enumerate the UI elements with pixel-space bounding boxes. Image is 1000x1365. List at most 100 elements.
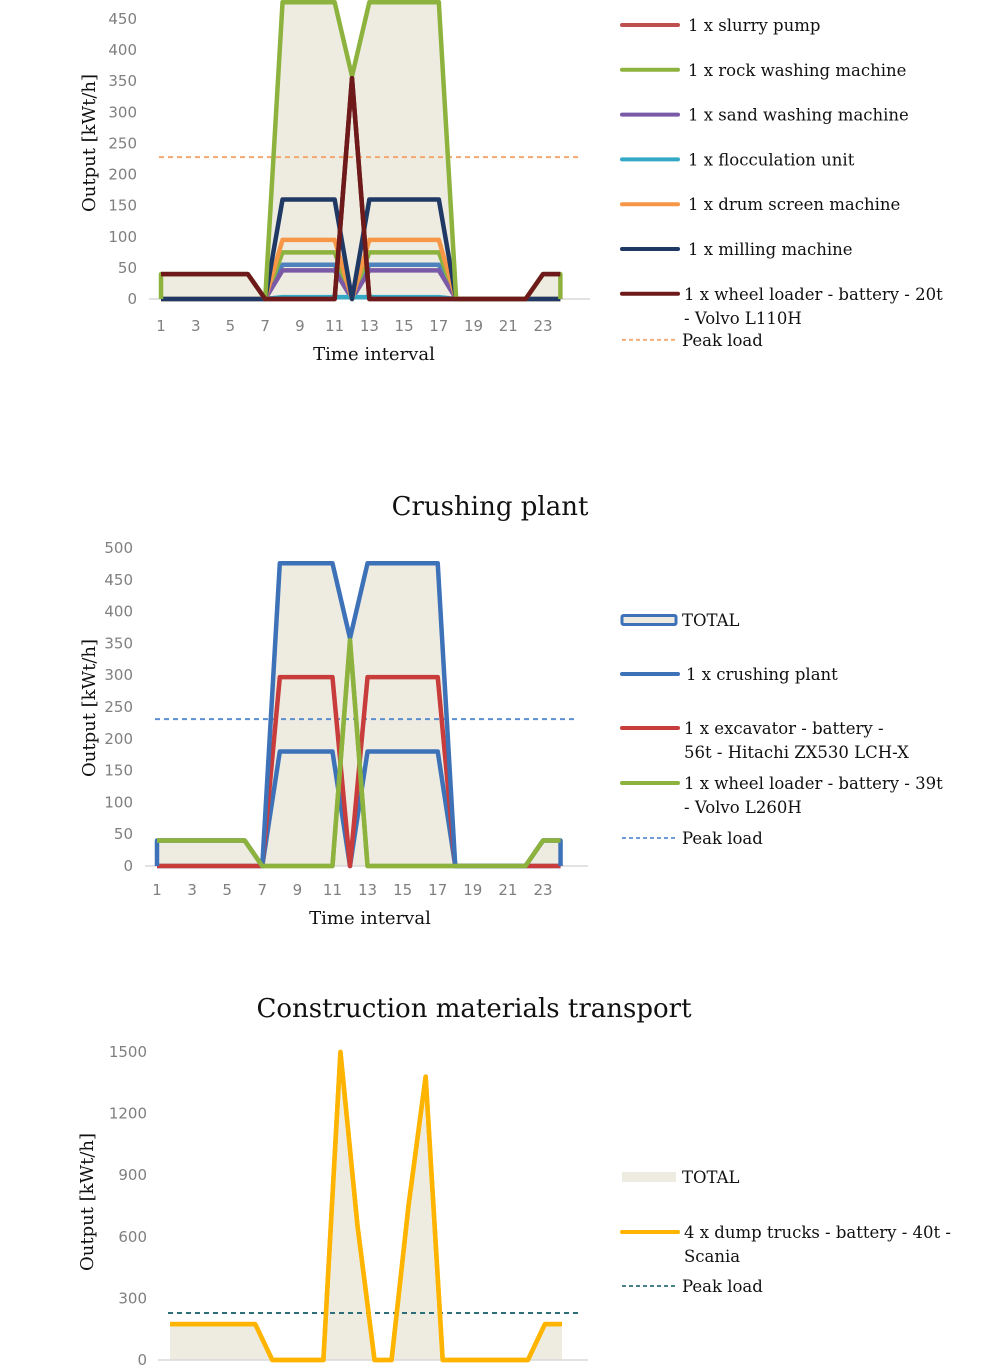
y-tick-label: 900 bbox=[118, 1166, 147, 1184]
chart-title: Construction materials transport bbox=[256, 994, 692, 1024]
legend-item: 1 x excavator - battery - 56t - Hitachi Z… bbox=[620, 719, 909, 762]
legend-item: 1 x wheel loader - battery - 20t - Volvo … bbox=[620, 285, 943, 328]
legend-label: 1 x excavator - battery - bbox=[684, 719, 884, 738]
y-tick-label: 300 bbox=[118, 1289, 147, 1307]
x-tick-label: 11 bbox=[323, 881, 342, 899]
y-tick-label: 250 bbox=[104, 698, 133, 716]
x-tick-label: 7 bbox=[260, 317, 270, 335]
x-tick-label: 11 bbox=[325, 317, 344, 335]
legend-label: 4 x dump trucks - battery - 40t - bbox=[684, 1223, 951, 1242]
series-line-top bbox=[161, 75, 561, 302]
legend-label: Peak load bbox=[682, 829, 763, 848]
legend-item: 1 x drum screen machine bbox=[620, 195, 900, 214]
legend-label: 1 x sand washing machine bbox=[688, 106, 909, 125]
y-tick-label: 200 bbox=[108, 166, 137, 184]
x-tick-label: 1 bbox=[156, 317, 166, 335]
total-area bbox=[157, 563, 561, 866]
y-tick-label: 350 bbox=[104, 634, 133, 652]
legend-label: Peak load bbox=[682, 1277, 763, 1296]
y-tick-label: 100 bbox=[104, 793, 133, 811]
y-tick-label: 300 bbox=[104, 666, 133, 684]
legend-item: Peak load bbox=[622, 829, 763, 848]
x-tick-label: 9 bbox=[293, 881, 303, 899]
y-tick-label: 1200 bbox=[109, 1105, 147, 1123]
legend-label: 1 x wheel loader - battery - 39t bbox=[684, 774, 943, 793]
legend-label: TOTAL bbox=[682, 611, 740, 630]
plot-area: 0 300 600 900 1200 1500 bbox=[109, 1043, 588, 1365]
legend-item: 4 x dump trucks - battery - 40t - Scania bbox=[620, 1223, 951, 1266]
y-axis-title: Output [kWt/h] bbox=[79, 74, 100, 212]
y-tick-label: 1500 bbox=[109, 1043, 147, 1061]
x-tick-label: 17 bbox=[428, 881, 447, 899]
x-tick-label: 9 bbox=[295, 317, 305, 335]
x-tick-label: 19 bbox=[464, 317, 483, 335]
y-tick-label: 100 bbox=[108, 228, 137, 246]
x-axis-title: Time interval bbox=[309, 908, 431, 929]
y-tick-label: 400 bbox=[108, 41, 137, 59]
x-tick-label: 23 bbox=[533, 881, 552, 899]
legend: TOTAL 4 x dump trucks - battery - 40t - Sc… bbox=[620, 1168, 951, 1296]
legend-item: 1 x slurry pump bbox=[620, 16, 820, 35]
legend-label: 1 x slurry pump bbox=[688, 16, 820, 35]
legend: TOTAL 1 x crushing plant 1 x excavator - b… bbox=[620, 611, 943, 848]
legend-label-line2: 56t - Hitachi ZX530 LCH-X bbox=[684, 743, 909, 762]
legend-swatch bbox=[622, 1172, 676, 1182]
chart-crushing-plant: Crushing plant 0 50 100 150 200 250 300 350 400 4… bbox=[79, 492, 943, 929]
x-tick-label: 19 bbox=[463, 881, 482, 899]
legend-label-line2: - Volvo L260H bbox=[684, 798, 802, 817]
y-tick-label: 450 bbox=[104, 571, 133, 589]
legend-label: Peak load bbox=[682, 331, 763, 350]
chart-materials-transport: Construction materials transport 0 300 600… bbox=[77, 994, 951, 1365]
x-tick-label: 15 bbox=[395, 317, 414, 335]
legend-label: 1 x milling machine bbox=[688, 240, 853, 259]
y-tick-label: 50 bbox=[114, 825, 133, 843]
legend-item: Peak load bbox=[622, 331, 763, 350]
legend-item: Peak load bbox=[622, 1277, 763, 1296]
x-tick-label: 5 bbox=[222, 881, 232, 899]
legend-item: TOTAL bbox=[622, 1168, 740, 1187]
legend-label: 1 x wheel loader - battery - 20t bbox=[684, 285, 943, 304]
x-tick-label: 23 bbox=[533, 317, 552, 335]
x-tick-label: 15 bbox=[393, 881, 412, 899]
y-axis-title: Output [kWt/h] bbox=[77, 1133, 98, 1271]
y-tick-label: 50 bbox=[118, 259, 137, 277]
x-tick-label: 13 bbox=[360, 317, 379, 335]
legend-item: 1 x wheel loader - battery - 39t - Volvo … bbox=[620, 774, 943, 817]
legend-item: 1 x crushing plant bbox=[620, 665, 838, 684]
chart-title: Crushing plant bbox=[392, 492, 589, 522]
y-tick-label: 450 bbox=[108, 10, 137, 28]
y-tick-label: 500 bbox=[104, 539, 133, 557]
legend-item: TOTAL bbox=[620, 611, 740, 630]
x-tick-label: 21 bbox=[499, 317, 518, 335]
legend-label: 1 x drum screen machine bbox=[688, 195, 900, 214]
legend-label: TOTAL bbox=[682, 1168, 740, 1187]
legend-label: 1 x flocculation unit bbox=[688, 150, 855, 169]
y-tick-label: 0 bbox=[137, 1351, 147, 1365]
y-tick-label: 0 bbox=[123, 857, 133, 875]
x-tick-label: 13 bbox=[358, 881, 377, 899]
y-tick-label: 0 bbox=[127, 290, 137, 308]
y-tick-label: 300 bbox=[108, 103, 137, 121]
y-axis-title: Output [kWt/h] bbox=[79, 639, 100, 777]
y-tick-label: 400 bbox=[104, 603, 133, 621]
legend-item: 1 x milling machine bbox=[620, 240, 853, 259]
legend-label-line2: - Volvo L110H bbox=[684, 309, 802, 328]
x-tick-label: 5 bbox=[226, 317, 236, 335]
x-axis-title: Time interval bbox=[313, 344, 435, 365]
legend-item: 1 x flocculation unit bbox=[620, 150, 855, 169]
total-area bbox=[161, 2, 561, 299]
x-tick-label: 3 bbox=[191, 317, 201, 335]
legend-item: 1 x sand washing machine bbox=[620, 106, 909, 125]
legend-label: 1 x crushing plant bbox=[686, 665, 838, 684]
x-tick-label: 1 bbox=[152, 881, 162, 899]
legend-swatch bbox=[620, 614, 678, 626]
y-tick-label: 150 bbox=[108, 197, 137, 215]
x-tick-label: 3 bbox=[187, 881, 197, 899]
y-tick-label: 150 bbox=[104, 762, 133, 780]
legend-item: 1 x rock washing machine bbox=[620, 61, 906, 80]
x-tick-label: 7 bbox=[257, 881, 267, 899]
